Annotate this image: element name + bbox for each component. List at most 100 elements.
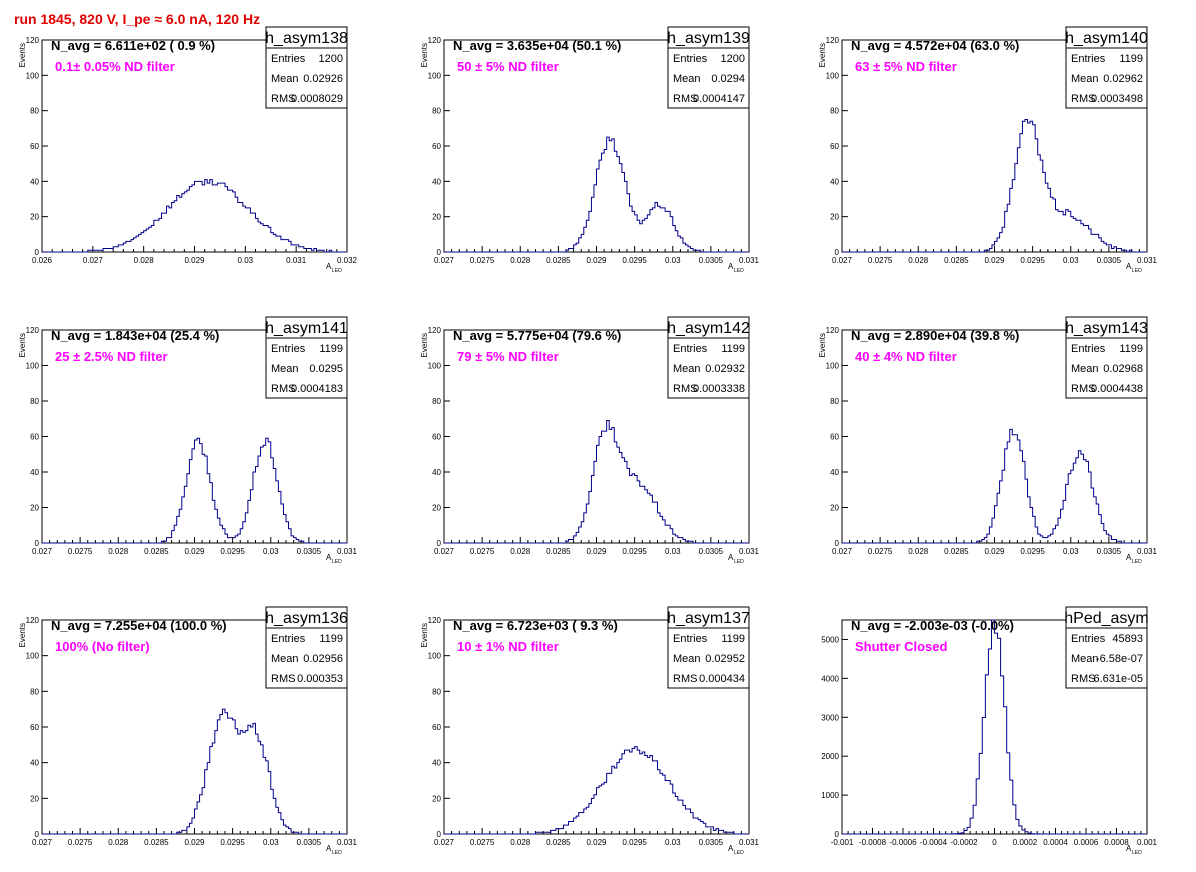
x-tick-label: -0.0008 [859, 838, 887, 847]
y-tick-label: 5000 [821, 635, 839, 644]
x-tick-label: 0.027 [83, 256, 104, 265]
stats-title: h_asym140 [1065, 30, 1148, 47]
x-tick-label: 0.03 [238, 256, 254, 265]
y-tick-label: 100 [26, 362, 40, 371]
filter-annotation: 10 ± 1% ND filter [457, 639, 559, 654]
x-axis-title: A [728, 844, 734, 853]
x-tick-label: 0.0295 [220, 547, 245, 556]
y-tick-label: 0 [437, 830, 442, 839]
x-tick-label: 0.0275 [470, 256, 495, 265]
x-tick-label: 0.0305 [297, 838, 322, 847]
y-tick-label: 100 [428, 362, 442, 371]
x-tick-label: 0.0305 [699, 547, 724, 556]
y-tick-label: 80 [830, 397, 839, 406]
stats-key: Entries [271, 343, 306, 355]
x-tick-label: 0.03 [1063, 256, 1079, 265]
histogram-outline [444, 420, 749, 544]
stats-key: Mean [271, 653, 299, 665]
stats-value: 0.0004183 [291, 383, 343, 395]
x-tick-label: 0.028 [510, 838, 531, 847]
stats-value: 1200 [319, 53, 343, 65]
y-tick-label: 120 [826, 326, 840, 335]
x-axis-title: A [326, 262, 332, 271]
stats-title: h_asym137 [667, 610, 750, 627]
histogram-outline [842, 619, 1147, 835]
y-tick-label: 80 [30, 687, 39, 696]
filter-annotation: 79 ± 5% ND filter [457, 349, 559, 364]
x-tick-label: 0.0285 [546, 256, 571, 265]
x-tick-label: 0.027 [434, 838, 455, 847]
x-tick-label: 0.03 [263, 838, 279, 847]
y-tick-label: 60 [30, 433, 39, 442]
x-tick-label: 0.0305 [699, 838, 724, 847]
y-tick-label: 120 [26, 616, 40, 625]
x-tick-label: 0.031 [739, 547, 760, 556]
stats-box [667, 606, 750, 689]
y-tick-label: 40 [30, 759, 39, 768]
stats-title: h_asym139 [667, 30, 750, 47]
histogram-panel-h_asym141: 0.027 0.0275 0.028 0.0285 0.029 0.0295 0.03 0.0… [18, 316, 358, 565]
stats-value: 0.02962 [1103, 73, 1143, 85]
filter-annotation: 40 ± 4% ND filter [855, 349, 957, 364]
histogram-panel-h_asym143: 0.027 0.0275 0.028 0.0285 0.029 0.0295 0.03 0.0… [818, 316, 1158, 565]
y-axis-title: Events [18, 333, 27, 357]
stats-box [265, 316, 348, 399]
stats-title: h_asym143 [1065, 320, 1148, 337]
stats-key: Entries [271, 53, 306, 65]
x-tick-label: -0.0006 [889, 838, 917, 847]
n-avg-label: N_avg = 6.723e+03 ( 9.3 %) [453, 618, 618, 633]
stats-value: 0.02968 [1103, 363, 1143, 375]
stats-key: RMS [271, 673, 295, 685]
stats-value: 1199 [319, 343, 343, 355]
x-tick-label: 0.0295 [622, 256, 647, 265]
x-tick-label: -0.001 [831, 838, 854, 847]
histogram-outline [842, 119, 1147, 253]
y-axis-title: Events [818, 333, 827, 357]
y-tick-label: 20 [30, 504, 39, 513]
histogram-panel-h_asym142: 0.027 0.0275 0.028 0.0285 0.029 0.0295 0.03 0.0… [420, 316, 760, 565]
y-axis-title: Events [18, 623, 27, 647]
stats-value: 1199 [319, 633, 343, 645]
stats-title: h_asym138 [265, 30, 348, 47]
stats-title: h_asym136 [265, 610, 348, 627]
x-axis-subscript: LED [734, 850, 744, 856]
stats-key: Entries [673, 343, 708, 355]
x-tick-label: 0.031 [1137, 256, 1158, 265]
y-tick-label: 60 [432, 142, 441, 151]
x-tick-label: 0.0305 [699, 256, 724, 265]
stats-value: 0.0004438 [1091, 383, 1143, 395]
stats-title: h_asym142 [667, 320, 750, 337]
stats-key: RMS [673, 673, 697, 685]
y-tick-label: 40 [30, 177, 39, 186]
histogram-outline [444, 136, 749, 253]
y-tick-label: 120 [428, 326, 442, 335]
x-tick-label: 0.027 [434, 256, 455, 265]
x-tick-label: -0.0004 [920, 838, 948, 847]
x-tick-label: 0.0275 [868, 256, 893, 265]
x-tick-label: 0.027 [32, 547, 53, 556]
n-avg-label: N_avg = 1.843e+04 (25.4 %) [51, 328, 219, 343]
x-tick-label: 0.031 [337, 838, 358, 847]
stats-box [667, 316, 750, 399]
x-tick-label: 0.03 [263, 547, 279, 556]
y-tick-label: 4000 [821, 674, 839, 683]
y-tick-label: 100 [428, 652, 442, 661]
x-axis-title: A [1126, 262, 1132, 271]
n-avg-label: N_avg = 4.572e+04 (63.0 %) [851, 38, 1019, 53]
stats-key: Mean [271, 363, 299, 375]
x-tick-label: 0.028 [134, 256, 155, 265]
x-tick-label: 0.0295 [1020, 547, 1045, 556]
y-tick-label: 0 [835, 830, 840, 839]
x-tick-label: 0.028 [908, 256, 929, 265]
x-tick-label: 0.03 [665, 256, 681, 265]
x-axis-subscript: LED [734, 559, 744, 565]
y-tick-label: 80 [432, 107, 441, 116]
x-tick-label: 0.0275 [68, 547, 93, 556]
histogram-panel-h_asym139: 0.027 0.0275 0.028 0.0285 0.029 0.0295 0.03 0.0… [420, 26, 760, 274]
y-tick-label: 40 [432, 759, 441, 768]
stats-key: Mean [673, 73, 701, 85]
x-tick-label: 0.0008 [1104, 838, 1129, 847]
x-tick-label: 0.029 [984, 256, 1005, 265]
x-axis-subscript: LED [332, 559, 342, 565]
y-tick-label: 2000 [821, 752, 839, 761]
